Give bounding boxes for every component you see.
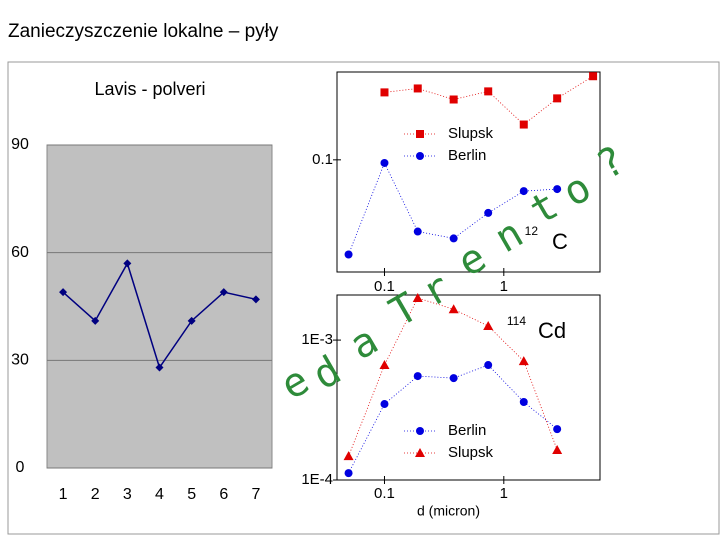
y-tick-label: 30 <box>11 352 29 369</box>
x-tick-label: 5 <box>187 486 196 503</box>
marker <box>484 87 493 96</box>
marker <box>187 316 196 325</box>
plot-area <box>336 71 601 273</box>
marker <box>155 363 164 372</box>
y-tick-label: 60 <box>11 244 29 261</box>
marker <box>380 400 389 409</box>
marker <box>379 360 390 370</box>
chart-title: Lavis - polveri <box>94 79 205 99</box>
x-tick-label: 0.1 <box>374 485 395 502</box>
y-tick-label: 0.1 <box>312 151 333 168</box>
marker <box>123 259 132 268</box>
legend-label: Berlin <box>448 422 486 439</box>
marker <box>413 84 422 93</box>
marker <box>412 292 423 302</box>
marker <box>589 72 598 81</box>
marker <box>553 94 562 103</box>
marker <box>251 295 260 304</box>
x-tick-label: 7 <box>251 486 260 503</box>
annotation: Cd <box>538 318 566 343</box>
marker <box>518 356 529 366</box>
marker <box>553 425 562 434</box>
marker <box>553 185 562 194</box>
legend-marker <box>416 427 424 435</box>
y-tick-label: 1E-3 <box>301 331 333 348</box>
y-tick-label: 90 <box>11 136 29 153</box>
marker <box>413 227 422 236</box>
marker <box>413 372 422 381</box>
marker <box>519 120 528 129</box>
x-tick-label: 2 <box>91 486 100 503</box>
annotation: 114 <box>507 314 526 328</box>
marker <box>483 321 494 331</box>
legend-label: Slupsk <box>448 444 494 461</box>
marker <box>449 95 458 104</box>
plot-area <box>46 144 273 469</box>
x-tick-label: 6 <box>219 486 228 503</box>
marker <box>449 234 458 243</box>
marker <box>59 288 68 297</box>
legend-marker <box>416 152 424 160</box>
marker <box>448 304 459 314</box>
x-axis-label: d (micron) <box>417 503 480 519</box>
marker <box>484 361 493 370</box>
marker <box>380 158 389 167</box>
marker <box>344 469 353 478</box>
x-tick-label: 0.1 <box>374 278 395 295</box>
slide-title: Zanieczyszczenie lokalne – pyły <box>8 21 279 42</box>
marker <box>91 316 100 325</box>
marker <box>449 374 458 383</box>
marker <box>519 187 528 196</box>
marker <box>219 288 228 297</box>
marker <box>343 451 354 461</box>
marker <box>552 444 563 454</box>
marker <box>344 250 353 259</box>
legend-label: Berlin <box>448 147 486 164</box>
x-tick-label: 1 <box>59 486 68 503</box>
legend-label: Slupsk <box>448 125 494 142</box>
annotation: C <box>552 229 568 254</box>
panel <box>7 61 720 535</box>
legend-marker <box>415 448 425 457</box>
x-tick-label: 3 <box>123 486 132 503</box>
x-tick-label: 1 <box>500 485 508 502</box>
legend-marker <box>416 130 424 138</box>
y-tick-label: 1E-4 <box>301 471 333 488</box>
marker <box>519 397 528 406</box>
x-tick-label: 1 <box>500 278 508 295</box>
marker <box>380 88 389 97</box>
x-tick-label: 4 <box>155 486 164 503</box>
marker <box>484 208 493 217</box>
annotation: 12 <box>525 224 539 238</box>
y-tick-label: 0 <box>16 459 25 476</box>
